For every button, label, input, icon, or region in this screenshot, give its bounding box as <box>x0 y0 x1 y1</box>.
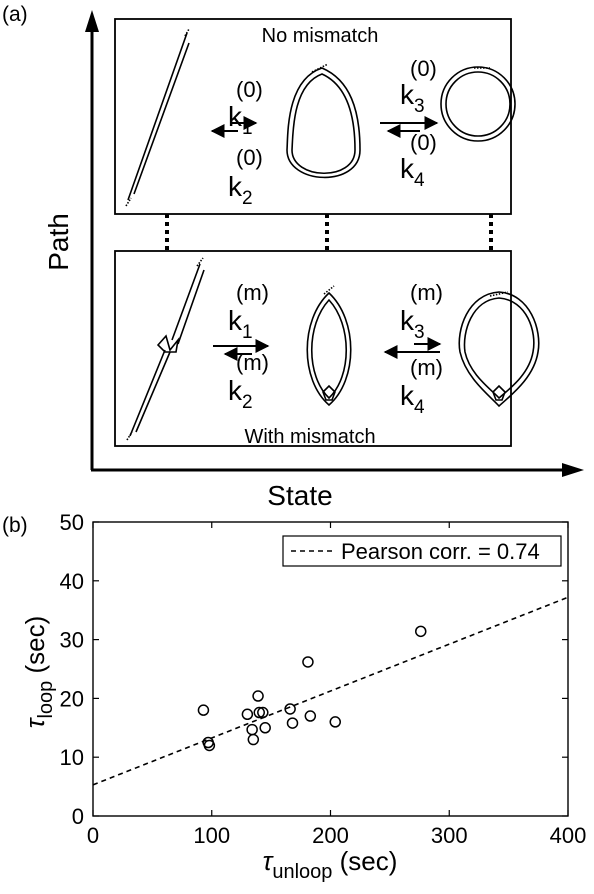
rate-k2-0: k2 (0) <box>228 145 263 209</box>
data-point <box>304 710 317 722</box>
scatter-chart: 0 100 200 300 400 0 10 20 30 40 50 Pearson corr. = … <box>20 510 586 883</box>
panel-a: (a) State Path No mismatch k1 (0 <box>2 3 584 511</box>
svg-text:k4: k4 <box>400 380 425 418</box>
panel-a-label: (a) <box>2 3 28 26</box>
data-point <box>241 708 254 721</box>
mismatch-teardrop-loop-icon <box>458 291 540 408</box>
path-axis-arrowhead <box>85 10 99 32</box>
x-tick-label: 0 <box>87 823 99 848</box>
path-axis-label: Path <box>43 213 74 271</box>
y-tick-label: 40 <box>60 569 84 594</box>
svg-text:k2: k2 <box>228 375 253 413</box>
rate-k1-m: k1 (m) <box>228 280 269 343</box>
data-point <box>203 739 216 752</box>
data-point <box>415 625 427 638</box>
rate-k3-m: k3 (m) <box>400 280 443 343</box>
box-connectors <box>165 214 493 251</box>
y-tick-label: 50 <box>60 510 84 535</box>
rate-k4-m: k4 (m) <box>400 355 443 418</box>
no-mismatch-title: No mismatch <box>262 25 379 47</box>
svg-text:(0): (0) <box>236 77 263 102</box>
with-mismatch-box: With mismatch k1 (m) <box>114 250 540 448</box>
svg-text:k2: k2 <box>228 171 253 209</box>
data-point <box>252 690 264 702</box>
svg-text:(m): (m) <box>236 350 269 375</box>
svg-text:(0): (0) <box>410 130 437 155</box>
state-axis-label: State <box>267 480 332 511</box>
data-point <box>286 717 299 729</box>
data-point <box>246 723 258 736</box>
svg-text:k3: k3 <box>400 79 425 117</box>
svg-text:k4: k4 <box>400 153 425 191</box>
teardrop-loop-icon <box>286 63 361 179</box>
x-tick-label: 400 <box>550 823 587 848</box>
y-tick-label: 30 <box>60 628 84 653</box>
data-point <box>329 716 341 728</box>
x-axis-label: τunloop (sec) <box>263 846 398 883</box>
state-axis-arrowhead <box>562 463 584 477</box>
legend-label: Pearson corr. = 0.74 <box>341 539 540 564</box>
svg-text:k1: k1 <box>228 305 253 343</box>
svg-text:(0): (0) <box>410 56 437 81</box>
data-point <box>302 656 314 668</box>
data-point <box>197 704 210 716</box>
circular-loop-icon <box>440 66 516 142</box>
no-mismatch-box: No mismatch k1 (0) k2 (0) <box>114 18 516 215</box>
with-mismatch-title: With mismatch <box>244 426 375 448</box>
x-tick-label: 100 <box>193 823 230 848</box>
svg-text:(0): (0) <box>236 145 263 170</box>
panel-b: (b) 0 100 200 300 400 0 10 20 30 40 50 Pearson corr… <box>2 510 586 883</box>
data-point <box>257 706 269 719</box>
svg-text:(m): (m) <box>410 280 443 305</box>
y-axis-label: τloop (sec) <box>20 616 57 729</box>
y-tick-label: 10 <box>60 745 84 770</box>
data-point <box>253 706 265 719</box>
data-point <box>259 722 271 734</box>
fit-line <box>92 596 569 786</box>
rate-k3-0: k3 (0) <box>400 56 437 117</box>
rate-k2-m: k2 (m) <box>228 350 269 413</box>
data-point <box>284 703 296 715</box>
data-point <box>247 733 260 746</box>
y-tick-label: 20 <box>60 686 84 711</box>
legend-box <box>282 535 562 567</box>
y-tick-label: 0 <box>72 804 84 829</box>
rate-k4-0: k4 (0) <box>400 130 437 191</box>
x-tick-label: 200 <box>312 823 349 848</box>
mismatch-linear-strand-icon <box>126 257 205 441</box>
x-tick-label: 300 <box>431 823 468 848</box>
panel-b-label: (b) <box>2 514 28 537</box>
svg-text:(m): (m) <box>410 355 443 380</box>
svg-text:(m): (m) <box>236 280 269 305</box>
lens-loop-icon <box>306 285 352 407</box>
svg-text:k3: k3 <box>400 305 425 343</box>
linear-strand-icon <box>125 28 190 207</box>
